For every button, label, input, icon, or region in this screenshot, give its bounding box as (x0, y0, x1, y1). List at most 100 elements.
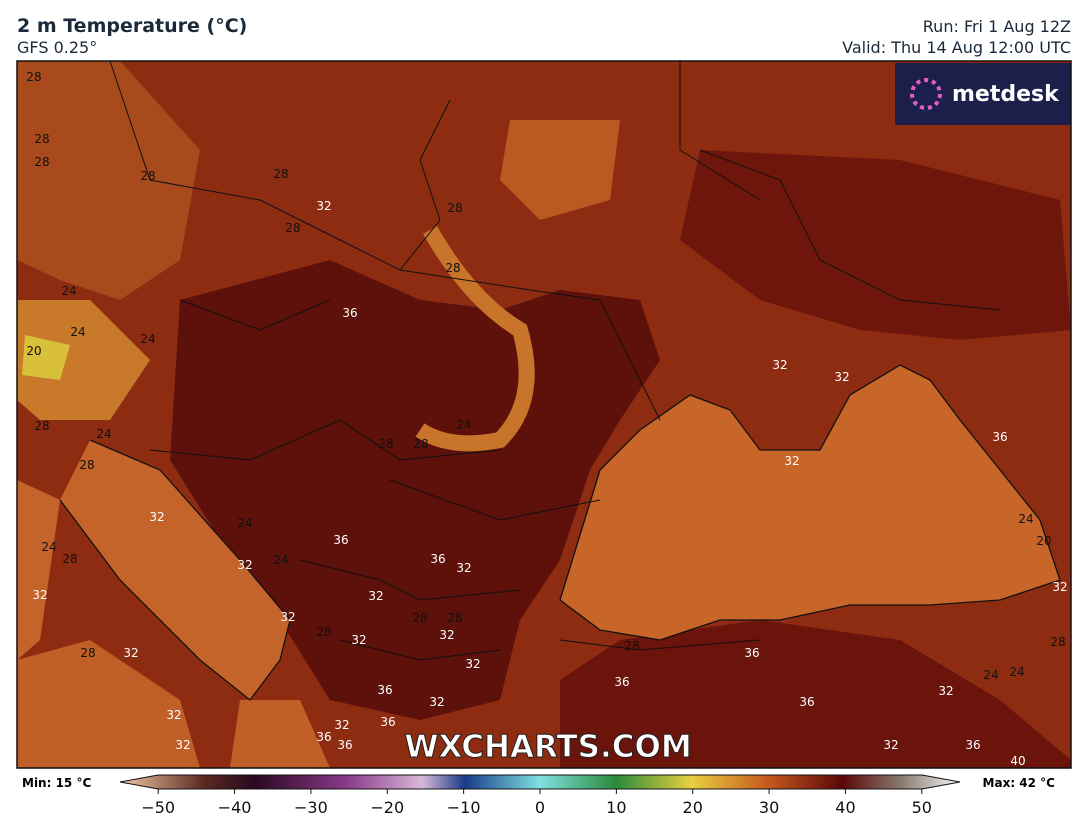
contour-label: 24 (456, 418, 471, 432)
contour-label: 28 (412, 611, 427, 625)
min-label: Min: 15 °C (22, 776, 91, 790)
hot-region (560, 620, 1071, 768)
contour-label: 32 (834, 370, 849, 384)
contour-label: 24 (273, 553, 288, 567)
coastline (59, 364, 1061, 701)
colorbar: Min: 15 °C Max: 42 °C −50 −40 −30 −20 −10 0 10… (22, 774, 1056, 817)
contour-label: 20 (1036, 534, 1051, 548)
sea (17, 640, 200, 768)
colorbar-tick-label: −40 (218, 798, 252, 817)
logo-box (895, 63, 1071, 125)
contour-label: 28 (34, 419, 49, 433)
sea (230, 700, 330, 768)
logo-mark (910, 78, 942, 110)
contour-label: 28 (447, 201, 462, 215)
colorbar-tick-label: 0 (535, 798, 545, 817)
contour-label: 40 (1010, 754, 1025, 768)
contour-label: 28 (79, 458, 94, 472)
max-label: Max: 42 °C (983, 776, 1056, 790)
contour-label: 24 (61, 284, 76, 298)
contour-label: 32 (772, 358, 787, 372)
cool-region (22, 335, 70, 380)
contour-label: 36 (799, 695, 814, 709)
contour-label: 24 (237, 516, 252, 530)
contour-label: 20 (26, 344, 41, 358)
borders (109, 60, 1001, 661)
colorbar-bar (119, 774, 961, 790)
contour-label: 36 (744, 646, 759, 660)
black-sea (560, 365, 1060, 640)
mild-region (17, 300, 150, 420)
contour-label: 24 (41, 540, 56, 554)
contour-label: 36 (614, 675, 629, 689)
contour-label: 28 (316, 625, 331, 639)
contour-label: 36 (342, 306, 357, 320)
logo-text: metdesk (952, 82, 1060, 107)
contour-label: 32 (351, 633, 366, 647)
contour-label: 28 (62, 552, 77, 566)
contour-label: 24 (140, 332, 155, 346)
adriatic-sea (60, 440, 290, 700)
contour-label: 28 (413, 437, 428, 451)
contour-label: 28 (34, 155, 49, 169)
contour-label: 32 (334, 718, 349, 732)
contour-label: 32 (1052, 580, 1067, 594)
contour-label: 28 (80, 646, 95, 660)
contour-label: 24 (70, 325, 85, 339)
map-frame (16, 60, 1072, 769)
contour-label: 32 (316, 199, 331, 213)
contour-label: 24 (983, 668, 998, 682)
contour-label: 32 (166, 708, 181, 722)
contour-label: 32 (32, 588, 47, 602)
mountain-band (415, 226, 535, 452)
contour-label: 28 (26, 70, 41, 84)
colorbar-tick-label: 40 (835, 798, 855, 817)
mild-region (500, 120, 620, 220)
contour-label: 32 (368, 589, 383, 603)
run-time: Run: Fri 1 Aug 12Z (923, 17, 1071, 36)
contour-label: 28 (447, 611, 462, 625)
subtitle: GFS 0.25° (17, 38, 97, 57)
contour-label: 36 (380, 715, 395, 729)
contour-label: 32 (784, 454, 799, 468)
colorbar-tick-label: 30 (759, 798, 779, 817)
colorbar-tick-label: 10 (606, 798, 626, 817)
contour-label: 28 (140, 169, 155, 183)
title: 2 m Temperature (°C) (17, 15, 247, 37)
contour-label: 28 (34, 132, 49, 146)
contour-label: 32 (280, 610, 295, 624)
watermark: WXCHARTS.COM (404, 729, 691, 765)
contour-label: 36 (316, 730, 331, 744)
colorbar-tick-label: 50 (912, 798, 932, 817)
contour-label: 36 (377, 683, 392, 697)
contour-label: 28 (1050, 635, 1065, 649)
hot-region (680, 150, 1071, 340)
contour-label: 32 (439, 628, 454, 642)
contour-label: 32 (883, 738, 898, 752)
contour-label: 32 (175, 738, 190, 752)
contour-label: 32 (465, 657, 480, 671)
contour-label: 28 (273, 167, 288, 181)
contour-label: 28 (285, 221, 300, 235)
sea (17, 480, 60, 660)
colorbar-tick-label: −20 (370, 798, 404, 817)
contour-label: 32 (456, 561, 471, 575)
hot-region (170, 260, 660, 720)
colorbar-tick-label: −50 (141, 798, 175, 817)
valid-time: Valid: Thu 14 Aug 12:00 UTC (842, 38, 1071, 57)
contour-label: 36 (992, 430, 1007, 444)
contour-labels: 28 28 28 28 28 32 28 28 28 24 24 24 36 20 28 24 28 28 28 24… (26, 70, 1067, 768)
contour-label: 32 (938, 684, 953, 698)
contour-label: 36 (333, 533, 348, 547)
contour-label: 24 (96, 427, 111, 441)
contour-label: 36 (337, 738, 352, 752)
contour-label: 36 (965, 738, 980, 752)
contour-label: 32 (237, 558, 252, 572)
contour-label: 32 (149, 510, 164, 524)
contour-label: 24 (1009, 665, 1024, 679)
map: metdesk WXCHARTS.COM (16, 60, 1072, 769)
colorbar-tick-label: 20 (683, 798, 703, 817)
mild-region (17, 61, 200, 300)
